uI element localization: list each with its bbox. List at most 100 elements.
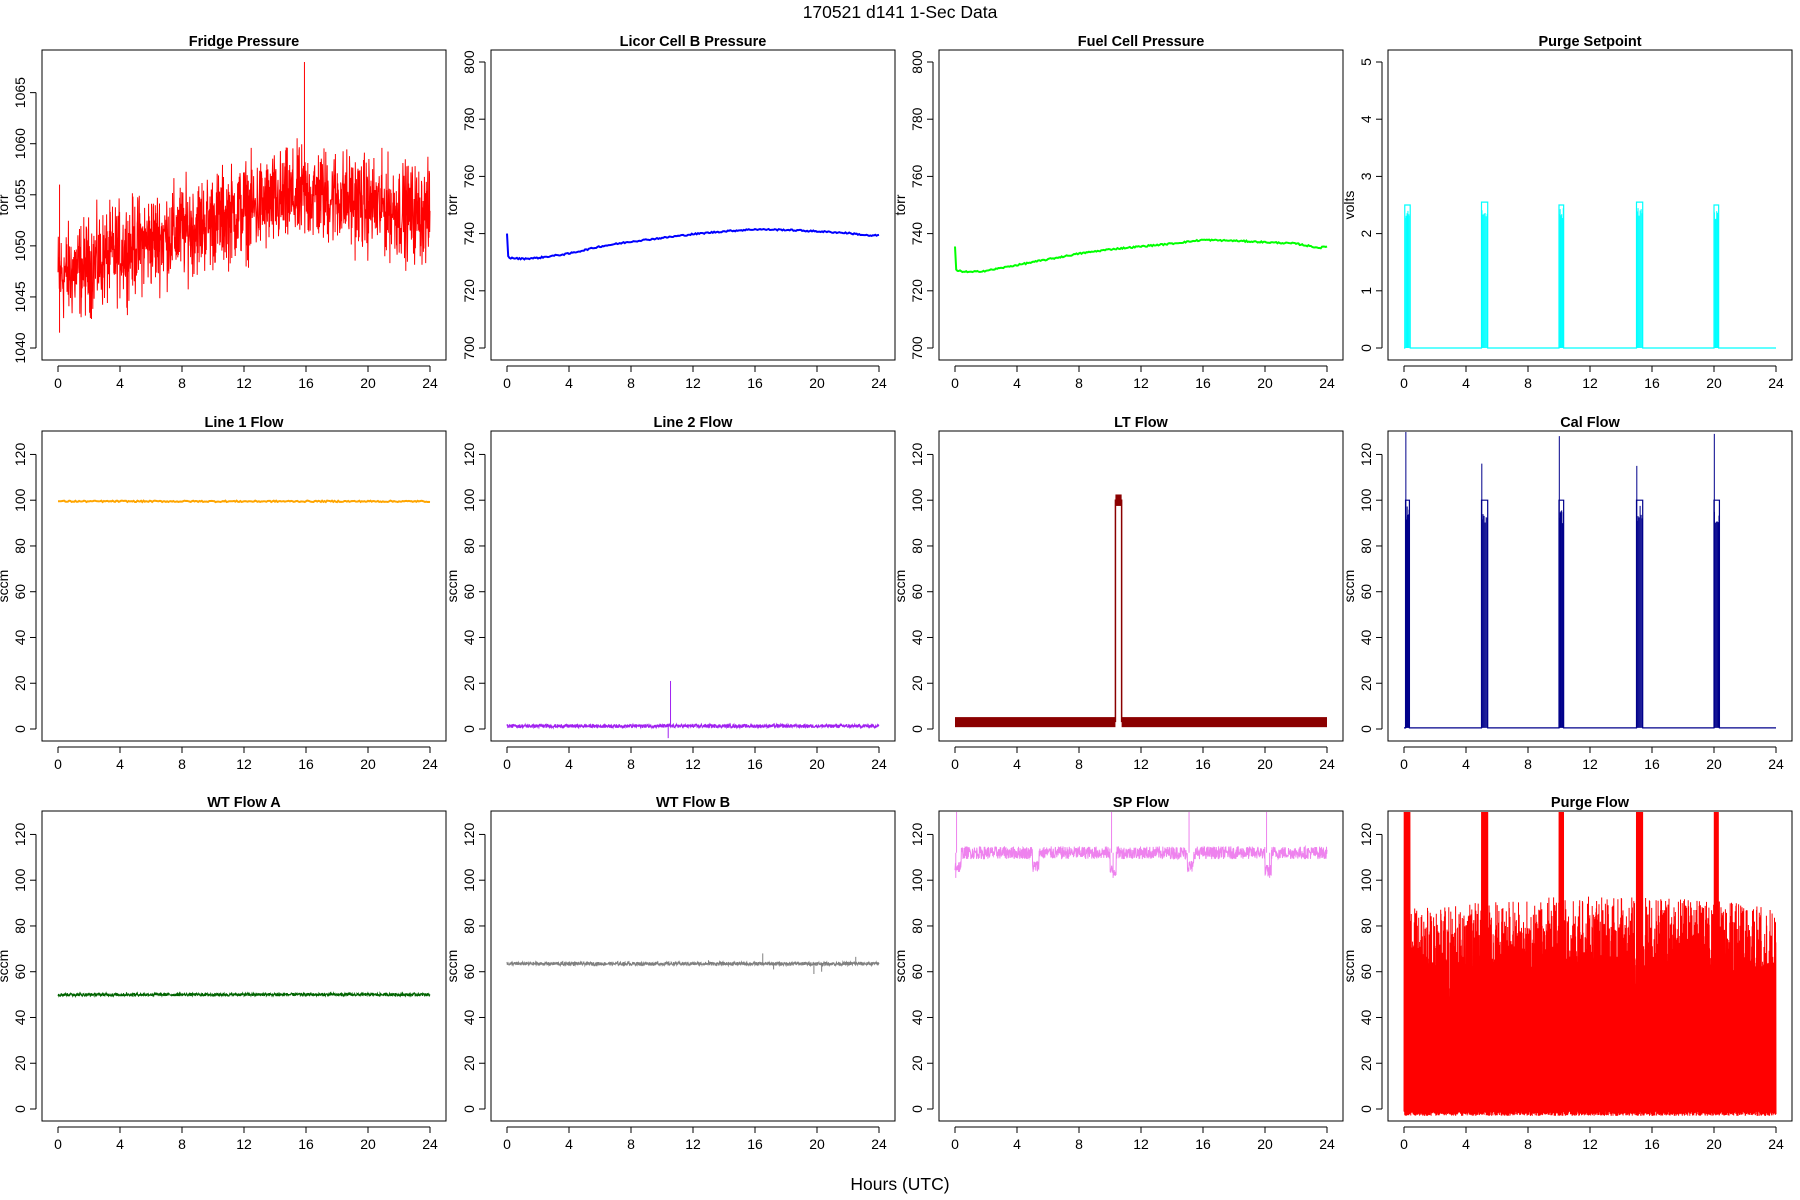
y-tick-label: 80 <box>909 538 925 554</box>
y-tick-label: 20 <box>461 675 477 691</box>
y-tick-label: 120 <box>461 443 477 467</box>
y-tick-label: 80 <box>12 918 28 934</box>
data-line <box>1403 812 1777 1116</box>
x-tick-label: 0 <box>1400 375 1408 391</box>
y-tick-label: 20 <box>461 1055 477 1071</box>
series-licor-cell-b-pressure <box>506 227 880 261</box>
x-tick-label: 8 <box>1524 756 1532 772</box>
plot-area <box>506 227 880 261</box>
plot-area <box>1403 812 1777 1116</box>
series-wt-flow-b <box>506 953 880 975</box>
x-axis <box>57 1126 431 1133</box>
series-wt-flow-a <box>57 991 431 999</box>
panel-title: Line 1 Flow <box>205 415 285 431</box>
x-tick-label: 8 <box>178 1136 186 1152</box>
series-fuel-cell-pressure <box>954 238 1328 274</box>
y-tick-label: 60 <box>12 584 28 600</box>
x-tick-label: 8 <box>1524 1136 1532 1152</box>
data-band <box>1121 717 1327 728</box>
y-axis <box>1376 833 1383 1110</box>
plot-area <box>506 953 880 975</box>
panel-frame <box>1387 430 1793 742</box>
x-tick-label: 20 <box>1706 375 1722 391</box>
x-tick-label: 4 <box>565 756 573 772</box>
x-tick-label: 20 <box>1706 1136 1722 1152</box>
panel-ylabel: volts <box>1341 191 1357 220</box>
x-tick-label: 4 <box>1462 1136 1470 1152</box>
x-tick-label: 12 <box>1582 375 1598 391</box>
x-tick-label: 12 <box>1133 1136 1149 1152</box>
x-tick-label: 16 <box>298 375 314 391</box>
x-tick-label: 24 <box>1319 375 1335 391</box>
x-tick-label: 20 <box>809 1136 825 1152</box>
y-tick-label: 40 <box>1358 629 1374 645</box>
data-line <box>506 960 880 968</box>
y-tick-label: 720 <box>909 279 925 303</box>
figure-title: 170521 d141 1-Sec Data <box>803 2 998 22</box>
data-line <box>58 499 431 504</box>
panel-title: Fuel Cell Pressure <box>1078 34 1205 50</box>
x-axis <box>1403 365 1777 372</box>
plot-area <box>1404 432 1776 729</box>
data-line <box>954 844 1328 877</box>
x-tick-label: 20 <box>1257 756 1273 772</box>
y-tick-label: 40 <box>12 629 28 645</box>
x-tick-label: 4 <box>1013 756 1021 772</box>
x-axis <box>1403 746 1777 753</box>
y-tick-label: 20 <box>909 1055 925 1071</box>
y-tick-label: 1065 <box>12 77 28 108</box>
y-tick-label: 20 <box>1358 675 1374 691</box>
y-axis <box>927 453 934 730</box>
data-line <box>57 138 431 320</box>
y-tick-label: 100 <box>909 488 925 512</box>
y-tick-label: 40 <box>909 629 925 645</box>
panel-frame <box>1387 49 1793 361</box>
x-tick-label: 0 <box>951 1136 959 1152</box>
y-tick-label: 700 <box>461 336 477 360</box>
x-tick-label: 12 <box>236 756 252 772</box>
x-tick-label: 16 <box>747 1136 763 1152</box>
y-tick-label: 20 <box>1358 1055 1374 1071</box>
x-tick-label: 20 <box>360 1136 376 1152</box>
panel-title: LT Flow <box>1114 415 1168 431</box>
y-tick-label: 20 <box>12 1055 28 1071</box>
y-tick-label: 1040 <box>12 332 28 363</box>
x-tick-label: 20 <box>1257 375 1273 391</box>
y-tick-label: 4 <box>1358 115 1374 123</box>
x-axis <box>1403 1126 1777 1133</box>
x-axis <box>57 365 431 372</box>
panel-title: WT Flow A <box>207 795 281 811</box>
x-tick-label: 0 <box>951 756 959 772</box>
y-tick-label: 120 <box>909 443 925 467</box>
series-sp-flow <box>954 812 1328 878</box>
panel-12: Purge Flow sccm 0 4 8 12 16 20 24 0 20 40 60 80 100 120 <box>1341 795 1793 1152</box>
x-tick-label: 24 <box>871 1136 887 1152</box>
panel-1: Fridge Pressure torr 0 4 8 12 16 20 24 1040 1045 10… <box>0 34 447 391</box>
panel-ylabel: torr <box>0 194 11 215</box>
series-cal-flow <box>1404 432 1776 729</box>
y-tick-label: 80 <box>12 538 28 554</box>
x-tick-label: 0 <box>503 1136 511 1152</box>
plot-area <box>57 62 431 333</box>
data-line <box>506 722 880 730</box>
y-tick-label: 3 <box>1358 172 1374 180</box>
series-line-1-flow <box>58 499 431 504</box>
y-tick-label: 1 <box>1358 287 1374 295</box>
x-tick-label: 20 <box>1257 1136 1273 1152</box>
plot-area <box>58 499 431 504</box>
series-purge-flow <box>1403 812 1777 1116</box>
x-tick-label: 16 <box>298 1136 314 1152</box>
panel-title: Licor Cell B Pressure <box>620 34 767 50</box>
x-tick-label: 20 <box>809 756 825 772</box>
y-axis <box>927 61 934 349</box>
panel-3: Fuel Cell Pressure torr 0 4 8 12 16 20 24 700 720 7… <box>892 34 1344 391</box>
x-tick-label: 20 <box>809 375 825 391</box>
panel-ylabel: sccm <box>892 570 908 603</box>
y-axis <box>30 833 37 1110</box>
y-tick-label: 80 <box>1358 918 1374 934</box>
x-tick-label: 24 <box>1768 756 1784 772</box>
data-line <box>1404 499 1776 729</box>
panel-5: Line 1 Flow sccm 0 4 8 12 16 20 24 0 20 40 60 80 100 12… <box>0 415 447 772</box>
x-tick-label: 8 <box>627 375 635 391</box>
figure-xlabel: Hours (UTC) <box>850 1174 949 1194</box>
